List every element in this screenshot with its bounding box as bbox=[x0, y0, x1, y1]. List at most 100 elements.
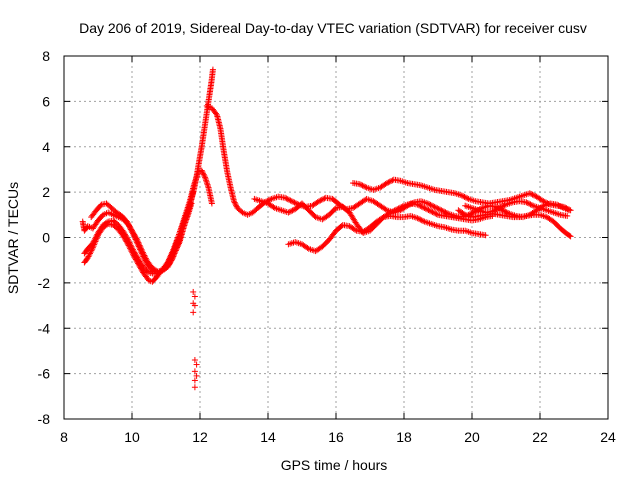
data-point bbox=[133, 257, 140, 264]
data-point bbox=[126, 243, 133, 250]
data-point bbox=[494, 205, 501, 212]
data-point bbox=[435, 205, 442, 212]
data-point bbox=[231, 199, 238, 206]
data-point bbox=[430, 203, 437, 210]
data-point bbox=[136, 263, 143, 270]
x-axis-ticks: 8 10 12 14 16 18 20 22 24 bbox=[60, 56, 616, 445]
data-point bbox=[497, 204, 504, 211]
data-point bbox=[270, 204, 277, 211]
x-tick-label: 22 bbox=[532, 429, 548, 445]
data-point bbox=[212, 110, 219, 117]
data-point bbox=[132, 234, 139, 241]
data-point bbox=[86, 252, 93, 259]
x-tick-label: 12 bbox=[192, 429, 208, 445]
data-point bbox=[285, 209, 292, 216]
data-point bbox=[127, 225, 134, 232]
data-point bbox=[287, 197, 294, 204]
data-point bbox=[231, 198, 237, 205]
data-point bbox=[316, 198, 322, 205]
data-point bbox=[190, 288, 197, 295]
data-point bbox=[126, 222, 133, 229]
data-point bbox=[437, 206, 444, 213]
data-point bbox=[567, 207, 574, 214]
data-point bbox=[395, 205, 402, 212]
data-point bbox=[209, 66, 216, 73]
data-point bbox=[288, 198, 295, 205]
data-point bbox=[201, 173, 208, 180]
data-point bbox=[528, 202, 535, 209]
data-point bbox=[286, 208, 293, 215]
data-point bbox=[560, 203, 567, 210]
data-point bbox=[490, 207, 497, 214]
data-point bbox=[120, 233, 127, 240]
data-point bbox=[318, 196, 325, 203]
data-point bbox=[121, 234, 128, 241]
data-point bbox=[291, 199, 298, 206]
series-trace-g bbox=[285, 212, 489, 255]
data-point bbox=[431, 203, 438, 210]
data-point bbox=[140, 251, 147, 258]
data-point bbox=[89, 246, 96, 253]
data-point bbox=[415, 215, 422, 222]
y-tick-label: -4 bbox=[38, 320, 51, 336]
data-point bbox=[166, 261, 173, 268]
data-point bbox=[167, 258, 174, 265]
data-point bbox=[137, 243, 144, 250]
data-point bbox=[424, 200, 431, 207]
data-point bbox=[142, 253, 149, 260]
data-point bbox=[529, 191, 536, 198]
data-point bbox=[127, 245, 134, 252]
series-trace-d bbox=[88, 200, 195, 275]
data-point bbox=[233, 202, 240, 209]
y-tick-label: -6 bbox=[38, 366, 51, 382]
data-point bbox=[418, 203, 425, 210]
data-point bbox=[492, 207, 499, 214]
data-point bbox=[420, 204, 427, 211]
data-point bbox=[165, 262, 172, 269]
data-point bbox=[126, 223, 133, 230]
x-tick-label: 14 bbox=[260, 429, 276, 445]
data-point bbox=[123, 238, 130, 245]
data-point bbox=[414, 215, 421, 222]
data-point bbox=[191, 293, 198, 300]
data-point bbox=[360, 183, 367, 190]
data-point bbox=[84, 254, 91, 261]
data-point bbox=[425, 207, 432, 214]
data-point bbox=[541, 198, 548, 205]
series-trace-i bbox=[455, 207, 574, 240]
data-point bbox=[352, 226, 359, 233]
data-point bbox=[200, 171, 207, 178]
data-point bbox=[125, 221, 132, 228]
data-point bbox=[489, 208, 496, 215]
data-point bbox=[528, 190, 535, 197]
data-point bbox=[132, 256, 139, 263]
y-tick-label: 8 bbox=[42, 48, 50, 64]
y-axis-label: SDTVAR / TECUs bbox=[5, 182, 21, 294]
data-point bbox=[134, 259, 141, 266]
data-point bbox=[193, 361, 200, 368]
data-point bbox=[523, 199, 530, 206]
data-point bbox=[429, 209, 436, 216]
data-point bbox=[124, 219, 131, 226]
data-point bbox=[524, 200, 531, 207]
data-point bbox=[138, 246, 145, 253]
series-trace-j bbox=[462, 198, 571, 219]
chart-title: Day 206 of 2019, Sidereal Day-to-day VTE… bbox=[79, 20, 587, 36]
y-tick-label: 2 bbox=[42, 184, 50, 200]
data-point bbox=[142, 255, 149, 262]
data-point bbox=[191, 302, 198, 309]
data-point bbox=[130, 230, 137, 237]
data-point bbox=[127, 246, 134, 253]
data-point bbox=[414, 201, 421, 208]
data-point bbox=[469, 209, 476, 216]
data-point bbox=[190, 189, 197, 196]
data-point bbox=[526, 200, 533, 207]
data-point bbox=[391, 207, 398, 214]
x-tick-label: 24 bbox=[600, 429, 616, 445]
data-point bbox=[138, 266, 145, 273]
data-point bbox=[137, 265, 144, 272]
data-point bbox=[188, 200, 195, 207]
y-tick-label: 0 bbox=[42, 230, 50, 246]
data-point bbox=[130, 252, 137, 259]
